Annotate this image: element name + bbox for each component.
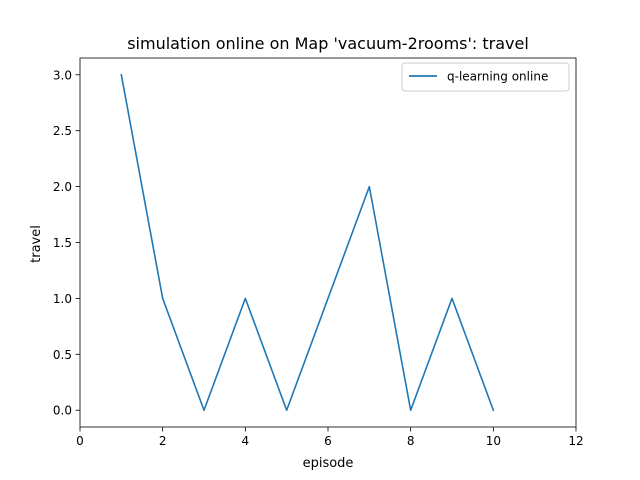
x-tick-label: 12: [568, 434, 583, 448]
legend: q-learning online: [401, 62, 570, 92]
x-tick-label: 2: [159, 434, 167, 448]
series-line-0: [120, 73, 495, 412]
x-axis-label: episode: [303, 456, 354, 471]
y-tick-label: 3.0: [53, 68, 72, 82]
x-tick-label: 8: [407, 434, 415, 448]
x-tick-label: 6: [324, 434, 332, 448]
x-tick-label: 4: [242, 434, 250, 448]
y-tick-label: 0.0: [53, 404, 72, 418]
y-tick-label: 0.5: [53, 348, 72, 362]
plot-area: 0 2 4 6 8 10 12 0.0 0.5 1.0 1.5 2.0 2.5 3.0: [53, 57, 584, 448]
chart-title: simulation online on Map 'vacuum-2rooms'…: [127, 34, 529, 53]
x-tick-label: 0: [76, 434, 84, 448]
y-axis-label: travel: [29, 225, 44, 263]
y-tick-label: 2.5: [53, 124, 72, 138]
y-tick-label: 2.0: [53, 180, 72, 194]
y-tick-label: 1.5: [53, 236, 72, 250]
x-tick-label: 10: [486, 434, 501, 448]
y-tick-label: 1.0: [53, 292, 72, 306]
legend-entry-label: q-learning online: [447, 70, 548, 84]
legend-box: [401, 62, 570, 92]
